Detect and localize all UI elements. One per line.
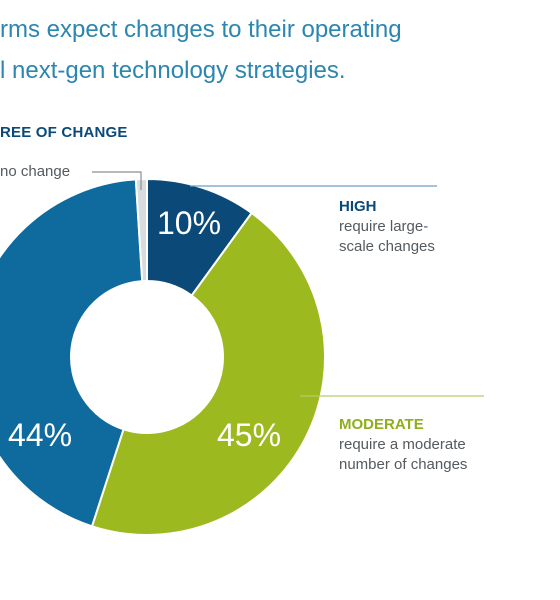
slice-moderate bbox=[90, 211, 326, 536]
value-label-moderate: 45% bbox=[217, 417, 281, 453]
legend-desc-moderate: require a moderate number of changes bbox=[339, 436, 468, 473]
chart-heading: REE OF CHANGE bbox=[0, 124, 128, 141]
legend-high: HIGH require large-scale changes bbox=[339, 198, 439, 257]
title-line-2: l next-gen technology strategies. bbox=[0, 57, 346, 84]
leader-line-no-change bbox=[92, 171, 142, 190]
label-no-change: no change bbox=[0, 163, 70, 180]
legend-title-high: HIGH bbox=[339, 198, 377, 215]
slice-low bbox=[0, 178, 144, 528]
legend-title-moderate: MODERATE bbox=[339, 416, 424, 433]
value-label-low: 44% bbox=[8, 417, 72, 453]
title-line-1: rms expect changes to their operating bbox=[0, 16, 402, 43]
legend-desc-high: require large-scale changes bbox=[339, 218, 435, 255]
slice-none bbox=[134, 177, 148, 283]
legend-moderate: MODERATE require a moderate number of ch… bbox=[339, 416, 489, 475]
value-label-high: 10% bbox=[157, 205, 221, 241]
